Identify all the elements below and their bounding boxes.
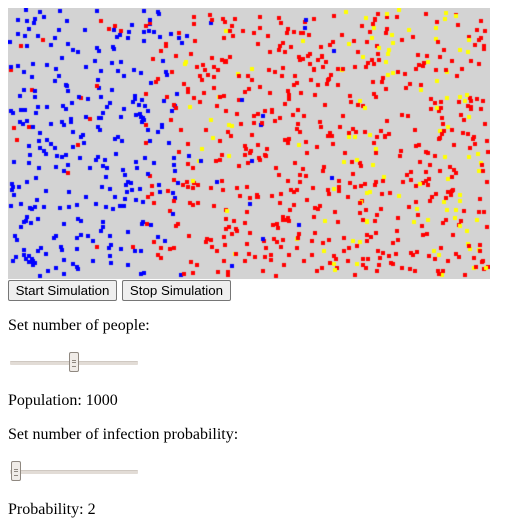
population-display: Population: 1000 bbox=[8, 392, 118, 410]
population-slider[interactable] bbox=[8, 352, 140, 374]
population-display-label: Population: bbox=[8, 392, 82, 409]
probability-slider-track[interactable] bbox=[10, 470, 138, 474]
probability-slider-thumb[interactable] bbox=[11, 461, 21, 481]
start-simulation-button[interactable]: Start Simulation bbox=[8, 280, 117, 301]
stop-simulation-button[interactable]: Stop Simulation bbox=[122, 280, 231, 301]
population-value: 1000 bbox=[85, 392, 118, 409]
probability-slider-label: Set number of infection probability: bbox=[8, 426, 239, 443]
population-slider-label: Set number of people: bbox=[8, 317, 150, 334]
probability-display: Probability: 2 bbox=[8, 501, 96, 519]
probability-slider[interactable] bbox=[8, 461, 140, 483]
population-slider-thumb[interactable] bbox=[69, 352, 79, 372]
probability-display-label: Probability: bbox=[8, 501, 84, 518]
simulation-canvas bbox=[8, 8, 490, 279]
probability-value: 2 bbox=[87, 501, 96, 518]
